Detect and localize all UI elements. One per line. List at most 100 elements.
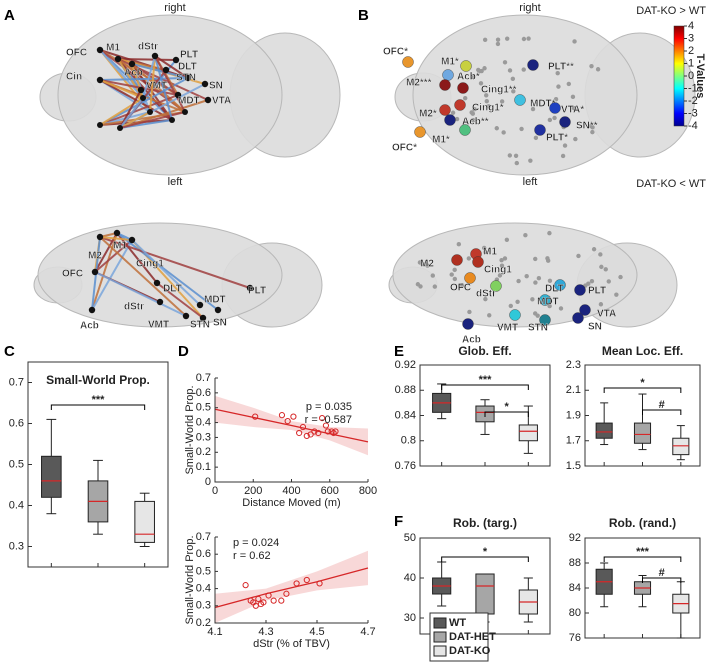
y-tick-label: 1.7 <box>566 435 581 447</box>
colorbar-bottom-label: DAT-KO < WT <box>636 178 706 190</box>
cerebrum <box>57 14 283 176</box>
background-node <box>486 104 491 109</box>
node <box>514 94 526 106</box>
colorbar-tick-label: 3 <box>688 32 694 44</box>
connection <box>99 77 189 81</box>
connection <box>99 236 133 241</box>
background-node <box>618 274 623 280</box>
node-label: VMT <box>497 323 518 334</box>
background-node <box>555 70 560 76</box>
connection <box>116 232 158 284</box>
background-node <box>415 282 421 287</box>
y-tick-label: 0 <box>205 476 211 488</box>
background-node <box>526 36 531 41</box>
background-node <box>603 267 608 272</box>
significance-bracket <box>603 387 682 393</box>
connection <box>154 55 186 113</box>
background-node <box>547 303 552 309</box>
node <box>153 279 161 287</box>
node-label: VTA <box>597 309 616 320</box>
background-node <box>504 36 510 41</box>
connection <box>117 58 177 61</box>
box <box>672 437 690 456</box>
node-label: VMT <box>148 320 169 331</box>
connection <box>119 97 144 129</box>
legend-label: DAT-KO <box>449 645 491 657</box>
background-node <box>533 256 538 262</box>
point <box>319 415 326 422</box>
node-label: PLT** <box>548 62 574 73</box>
background-node <box>510 76 516 82</box>
node-label: MDT <box>537 297 559 308</box>
y-tick-label: 1.9 <box>566 409 581 421</box>
node-label: VTA* <box>561 105 584 116</box>
node-label: STN <box>190 320 210 331</box>
node-label: VMT <box>146 81 167 92</box>
point <box>278 412 286 419</box>
y-tick-label: 0.4 <box>196 416 211 428</box>
significance-label: *** <box>92 394 106 406</box>
node-label: Acb** <box>462 117 489 128</box>
node <box>574 284 586 296</box>
x-tick-label: 200 <box>244 485 262 497</box>
node <box>402 56 414 68</box>
legend-label: WT <box>449 617 466 629</box>
legend-label: DAT-HET <box>449 631 496 643</box>
point <box>316 580 323 587</box>
brain-outline <box>388 222 678 328</box>
node <box>182 109 188 115</box>
background-node <box>614 292 619 297</box>
colorbar-tick-label: -2 <box>688 95 698 107</box>
node-label: STN <box>176 73 196 84</box>
background-node <box>484 99 489 104</box>
connection <box>99 236 187 317</box>
background-node <box>495 41 501 47</box>
background-node <box>572 39 577 44</box>
y-tick-label: 0.5 <box>196 402 211 414</box>
background-node <box>504 237 510 242</box>
y-tick-label: 2.3 <box>566 359 581 371</box>
legend-swatch <box>433 645 447 657</box>
background-node <box>470 118 476 123</box>
background-node <box>586 281 591 286</box>
background-node <box>482 66 487 71</box>
node-label: Acb* <box>457 72 480 83</box>
y-tick-label: 0.76 <box>395 460 416 472</box>
node <box>96 76 104 84</box>
background-node <box>507 153 513 158</box>
stat-label: p = 0.024 <box>233 537 279 549</box>
x-tick-label: 4.5 <box>309 626 324 638</box>
x-tick-label: 0 <box>212 485 218 497</box>
node <box>539 314 551 326</box>
significance-bracket <box>441 384 529 390</box>
chart-title: Small-World Prop. <box>46 373 150 387</box>
connection <box>119 111 151 129</box>
connection <box>131 239 201 306</box>
brain-outline <box>394 14 696 176</box>
connection <box>142 55 156 99</box>
node <box>96 233 104 241</box>
y-tick-label: 0.4 <box>196 583 211 595</box>
box <box>475 573 495 615</box>
node <box>451 254 463 266</box>
node-label: dStr <box>138 42 158 53</box>
significance-bracket <box>484 411 529 417</box>
background-node <box>598 252 603 257</box>
background-node <box>470 74 476 80</box>
node <box>91 268 99 276</box>
node <box>128 60 136 68</box>
node <box>439 104 451 116</box>
background-node <box>533 135 539 141</box>
y-tick-label: 0.3 <box>9 540 24 552</box>
node <box>527 59 539 71</box>
background-node <box>536 276 542 281</box>
stat-label: r = 0.62 <box>233 550 271 562</box>
node <box>137 86 145 94</box>
connection <box>91 239 133 311</box>
node-label: M2*** <box>406 78 432 89</box>
point <box>242 582 249 589</box>
node-label: Cing1 <box>136 259 164 270</box>
background-node <box>450 110 456 115</box>
y-tick-label: 0.5 <box>196 565 211 577</box>
point <box>315 429 322 437</box>
